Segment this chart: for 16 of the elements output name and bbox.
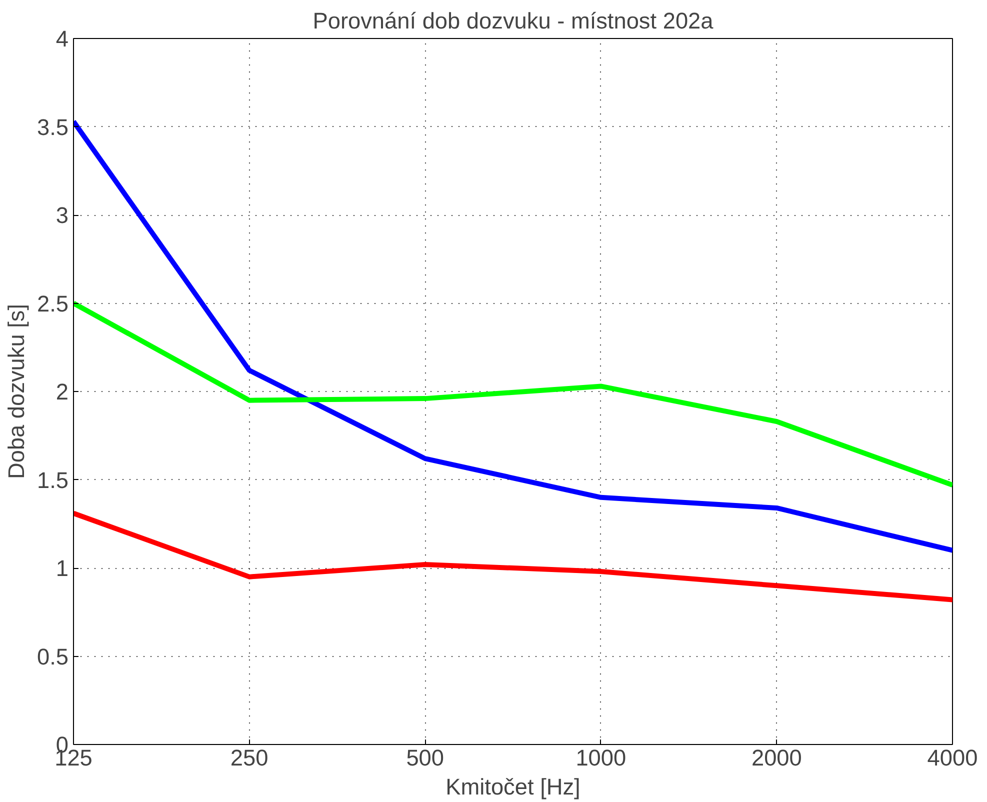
x-tick-label: 4000 — [927, 744, 978, 770]
y-tick-label: 2 — [56, 378, 69, 404]
chart-title: Porovnání dob dozvuku - místnost 202a — [312, 8, 714, 34]
y-tick-label: 4 — [56, 26, 69, 52]
y-tick-label: 1.5 — [37, 466, 69, 493]
y-axis-title: Doba dozvuku [s] — [3, 304, 30, 480]
y-tick-label: 3.5 — [37, 114, 69, 140]
x-axis-title: Kmitočet [Hz] — [446, 774, 580, 800]
x-tick-label: 1000 — [576, 744, 626, 770]
y-tick-label: 2.5 — [37, 290, 69, 316]
x-tick-label: 250 — [230, 744, 268, 770]
x-tick-label: 500 — [406, 744, 444, 770]
y-tick-label: 1 — [56, 555, 69, 581]
x-tick-label: 2000 — [752, 744, 802, 770]
y-tick-label: 3 — [56, 202, 69, 228]
y-tick-label: 0.5 — [37, 643, 69, 670]
